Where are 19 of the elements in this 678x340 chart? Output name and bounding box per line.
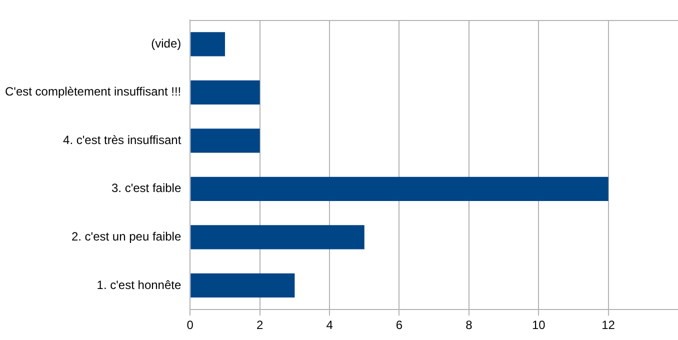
bar [190,32,225,56]
x-tick-label: 0 [186,318,194,332]
y-tick-label: 4. c'est très insuffisant [63,132,182,147]
x-tick-label: 10 [532,318,546,332]
x-tick-label: 2 [256,318,264,332]
x-tick-label: 4 [326,318,334,332]
y-tick-label: (vide) [151,36,182,50]
x-tick-label: 6 [396,318,403,332]
y-tick-label: 3. c'est faible [111,181,182,196]
bar [190,225,364,250]
bar [190,273,295,298]
x-tick-label: 8 [466,318,473,332]
bar [190,128,260,153]
y-tick-label: C'est complètement insuffisant !!! [4,84,182,99]
y-tick-label: 1. c'est honnête [96,278,182,292]
bar [190,80,260,104]
bar [190,176,608,201]
y-tick-label: 2. c'est un peu faible [71,230,182,244]
x-tick-label: 12 [602,318,616,332]
